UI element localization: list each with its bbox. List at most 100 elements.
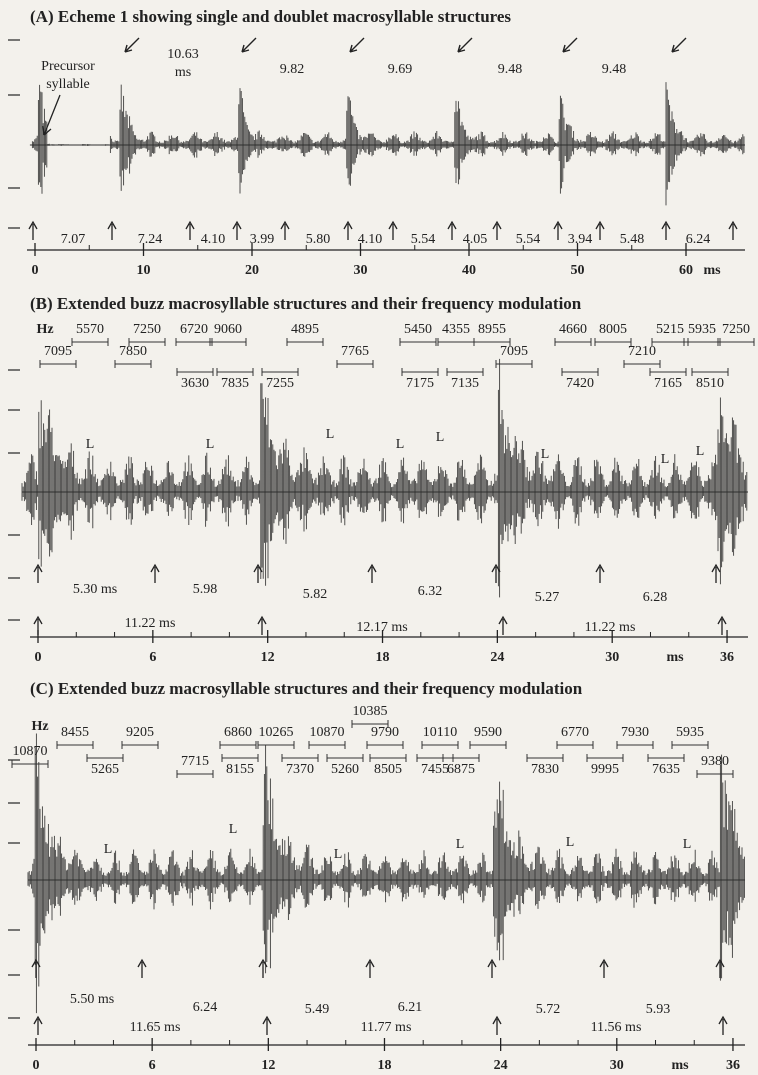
- tick-label: 10: [137, 263, 151, 278]
- interval-label: 6.21: [398, 1000, 423, 1015]
- annotation: 9.69: [388, 62, 413, 77]
- frequency-label: 5215: [656, 322, 684, 337]
- frequency-label: 7455: [421, 762, 449, 777]
- tick-label: 18: [376, 650, 390, 665]
- arrow-head: [33, 615, 43, 625]
- frequency-label: 3630: [181, 376, 209, 391]
- arrow: [42, 94, 61, 136]
- frequency-label: 9380: [701, 754, 729, 769]
- l-mark: L: [334, 847, 343, 862]
- interval-label: 5.72: [536, 1002, 561, 1017]
- frequency-label: 7370: [286, 762, 314, 777]
- arrow-head: [31, 958, 41, 968]
- arrow-head: [33, 1015, 43, 1025]
- l-mark: L: [104, 842, 113, 857]
- arrow-head: [553, 220, 563, 230]
- tick-label: 36: [726, 1058, 740, 1073]
- arrow-head: [491, 563, 501, 573]
- frequency-label: 9995: [591, 762, 619, 777]
- frequency-label: 4660: [559, 322, 587, 337]
- frequency-label: 7250: [133, 322, 161, 337]
- period-label: 12.17 ms: [356, 620, 407, 635]
- frequency-label: 7250: [722, 322, 750, 337]
- bracket: [586, 754, 624, 762]
- bracket: [286, 338, 324, 346]
- interval-label: 6.28: [643, 590, 668, 605]
- bracket: [717, 338, 755, 346]
- arrow-head: [492, 220, 502, 230]
- arrow: [562, 37, 578, 53]
- frequency-label: 7930: [621, 725, 649, 740]
- interval-label: 5.93: [646, 1002, 671, 1017]
- tick-label: 24: [494, 1058, 508, 1073]
- l-mark: L: [661, 452, 670, 467]
- bracket: [219, 741, 257, 749]
- arrow-head: [257, 615, 267, 625]
- tick-label: 50: [571, 263, 585, 278]
- tick-label: 12: [261, 1058, 275, 1073]
- bracket: [128, 338, 166, 346]
- frequency-label: 10265: [259, 725, 294, 740]
- tick-label: 18: [377, 1058, 391, 1073]
- tick-label: 0: [32, 263, 39, 278]
- bracket: [56, 741, 94, 749]
- bracket: [326, 754, 364, 762]
- frequency-label: 7255: [266, 376, 294, 391]
- arrow-head: [107, 220, 117, 230]
- axis-unit: ms: [666, 650, 684, 665]
- frequency-label: 7835: [221, 376, 249, 391]
- l-mark: L: [541, 447, 550, 462]
- frequency-label: 8505: [374, 762, 402, 777]
- bracket: [121, 741, 159, 749]
- bracket: [71, 338, 109, 346]
- bracket: [526, 754, 564, 762]
- arrow-head: [137, 958, 147, 968]
- bracket: [556, 741, 594, 749]
- frequency-label: 9790: [371, 725, 399, 740]
- bracket: [623, 360, 661, 368]
- interval-label: 5.98: [193, 582, 218, 597]
- interval-label: 6.24: [193, 1000, 218, 1015]
- bracket: [473, 338, 511, 346]
- bracket: [39, 360, 77, 368]
- arrow-head: [715, 958, 725, 968]
- bracket: [442, 754, 480, 762]
- tick-label: 36: [720, 650, 734, 665]
- interval-label: 5.54: [411, 232, 436, 247]
- arrow-head: [599, 958, 609, 968]
- frequency-label: 7420: [566, 376, 594, 391]
- bracket: [696, 770, 734, 778]
- interval-label: 3.94: [568, 232, 593, 247]
- tick-label: 6: [149, 1058, 156, 1073]
- interval-label: 5.30 ms: [73, 582, 117, 597]
- tick-label: 30: [354, 263, 368, 278]
- l-mark: L: [683, 837, 692, 852]
- bracket: [647, 754, 685, 762]
- arrow-head: [367, 563, 377, 573]
- arrow-head: [343, 220, 353, 230]
- hz-label: Hz: [31, 719, 48, 734]
- frequency-label: 7175: [406, 376, 434, 391]
- bracket: [421, 741, 459, 749]
- l-mark: L: [436, 430, 445, 445]
- arrow-head: [28, 220, 38, 230]
- bracket: [691, 368, 729, 376]
- interval-label: 5.27: [535, 590, 560, 605]
- bracket: [176, 770, 214, 778]
- arrow-head: [487, 958, 497, 968]
- annotation: 10.63: [167, 47, 199, 62]
- frequency-label: 5260: [331, 762, 359, 777]
- arrow: [671, 37, 687, 53]
- interval-label: 5.82: [303, 587, 328, 602]
- frequency-label: 8955: [478, 322, 506, 337]
- frequency-label: 4895: [291, 322, 319, 337]
- arrow: [241, 37, 257, 53]
- bracket: [175, 338, 213, 346]
- arrow-head: [717, 615, 727, 625]
- frequency-label: 5935: [676, 725, 704, 740]
- frequency-label: 8155: [226, 762, 254, 777]
- bracket: [221, 754, 259, 762]
- arrow-head: [365, 958, 375, 968]
- bracket: [308, 741, 346, 749]
- frequency-label: 8005: [599, 322, 627, 337]
